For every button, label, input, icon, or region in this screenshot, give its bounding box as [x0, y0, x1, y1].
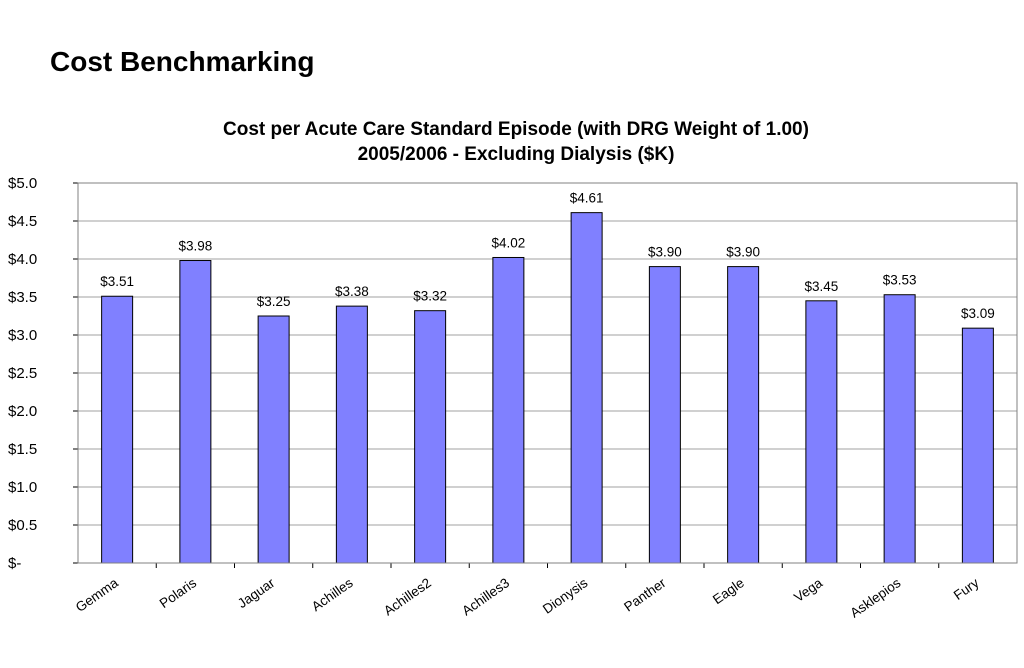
data-label: $3.09	[961, 306, 995, 321]
x-tick-label: Vega	[791, 575, 825, 605]
page-title: Cost Benchmarking	[50, 46, 315, 77]
chart-title: Cost per Acute Care Standard Episode (wi…	[223, 119, 809, 140]
data-label: $3.38	[335, 284, 369, 299]
data-label: $3.90	[726, 245, 760, 260]
data-label: $3.51	[100, 274, 134, 289]
data-label: $3.98	[178, 239, 212, 254]
data-label: $3.53	[883, 273, 917, 288]
bars	[101, 212, 994, 564]
bar	[179, 260, 212, 564]
x-tick-label: Gemma	[73, 575, 121, 615]
x-tick-label: Fury	[951, 575, 982, 603]
bar	[805, 300, 838, 564]
x-tick-label: Achilles	[309, 575, 356, 614]
y-tick-label: $1.5	[8, 441, 37, 458]
chart-subtitle: 2005/2006 - Excluding Dialysis ($K)	[358, 144, 675, 165]
bar	[335, 305, 368, 564]
y-tick-label: $5.0	[8, 175, 37, 192]
x-tick-label: Dionysis	[540, 575, 591, 617]
x-axis-ticks: Gemma Polaris Jaguar Achilles Achilles2 Achil…	[73, 563, 982, 621]
bar	[648, 266, 681, 564]
bar	[570, 212, 603, 564]
x-tick-label: Polaris	[157, 575, 200, 611]
bar	[101, 295, 134, 564]
data-label: $4.02	[491, 235, 525, 250]
bar	[257, 315, 290, 564]
y-tick-label: $4.5	[8, 213, 37, 230]
bar	[492, 256, 525, 564]
y-tick-label: $3.0	[8, 327, 37, 344]
data-label: $3.25	[257, 294, 291, 309]
y-tick-label: $1.0	[8, 479, 37, 496]
data-label: $4.61	[570, 191, 604, 206]
y-tick-label: $3.5	[8, 289, 37, 306]
x-tick-label: Panther	[621, 575, 669, 615]
bar	[727, 266, 760, 564]
bar	[414, 310, 447, 564]
data-label: $3.90	[648, 245, 682, 260]
y-tick-label: $4.0	[8, 251, 37, 268]
x-tick-label: Achilles3	[459, 575, 512, 618]
x-tick-label: Achilles2	[381, 575, 434, 618]
x-tick-label: Asklepios	[847, 575, 903, 621]
data-labels: $3.51 $3.98 $3.25 $3.38 $3.32 $4.02 $4.61 $3.90…	[100, 191, 995, 322]
bar	[961, 327, 994, 564]
y-tick-label: $2.5	[8, 365, 37, 382]
data-label: $3.45	[804, 279, 838, 294]
y-tick-label: $0.5	[8, 517, 37, 534]
gridlines	[78, 182, 1017, 564]
bar	[883, 294, 916, 564]
data-label: $3.32	[413, 289, 447, 304]
y-tick-label: $-	[8, 555, 21, 572]
y-axis-ticks: $- $0.5 $1.0 $1.5 $2.0 $2.5 $3.0 $3.5 $4.0 $4.5 $5…	[8, 175, 78, 572]
x-tick-label: Jaguar	[235, 575, 278, 611]
x-tick-label: Eagle	[710, 575, 747, 607]
y-tick-label: $2.0	[8, 403, 37, 420]
plot-area-frame	[77, 182, 1018, 564]
